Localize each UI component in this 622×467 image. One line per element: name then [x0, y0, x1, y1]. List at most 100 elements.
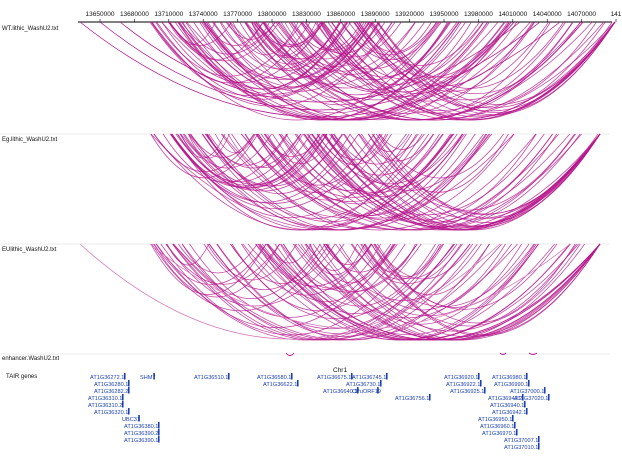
gene-label[interactable]: AT1G36940.2 [488, 396, 522, 402]
gene-label[interactable]: AT1G36380.1 [124, 424, 158, 430]
gene-model [527, 380, 530, 387]
interaction-arc [335, 243, 601, 338]
gene-label[interactable]: AT1G36756.1 [395, 396, 429, 402]
gene-label[interactable]: AT1G36640.1 [323, 389, 357, 395]
gene-model [296, 380, 299, 387]
gene-label[interactable]: AT1G36390.1 [124, 438, 158, 444]
gene-label[interactable]: AT1G36390.2 [124, 431, 158, 437]
gene-label[interactable]: AT1G36950.1 [478, 417, 512, 423]
interaction-arc [327, 21, 485, 80]
interaction-arc [316, 21, 551, 114]
gene-model [525, 373, 528, 380]
gene-label[interactable]: AT1G37010.1 [504, 445, 538, 451]
interaction-arc [156, 21, 375, 100]
interaction-arc [377, 21, 616, 114]
gene-model [385, 373, 388, 380]
gene-label[interactable]: AT1G36272.1 [90, 375, 124, 381]
interaction-arc [312, 133, 601, 231]
gene-label[interactable]: CPuORF19 [352, 389, 381, 395]
interaction-arc [206, 133, 327, 187]
gene-label[interactable]: AT1G36970.1 [482, 431, 516, 437]
gene-label[interactable]: AT1G36990.1 [494, 382, 528, 388]
interaction-arc [170, 133, 375, 204]
interaction-arc [205, 133, 302, 169]
gene-label[interactable]: AT1G36745.1 [352, 375, 386, 381]
interaction-arc [207, 21, 381, 88]
gene-label[interactable]: AT1G37007.1 [504, 438, 538, 444]
interaction-arc [225, 21, 276, 40]
interaction-arc [229, 21, 593, 121]
interaction-track-eg[interactable]: Eg.lithic_WashU2.txt [0, 133, 610, 245]
interaction-arc [331, 21, 606, 119]
interaction-arc [201, 133, 430, 219]
gene-label[interactable]: AT1G36280.1 [94, 382, 128, 388]
interaction-arc [161, 21, 325, 83]
interaction-arc [367, 133, 509, 193]
interaction-arc [205, 21, 264, 46]
gene-model [513, 422, 516, 429]
gene-label[interactable]: AT1G36980.1 [492, 375, 526, 381]
track-label-genes: TAIR genes [6, 374, 37, 380]
gene-label[interactable]: SHM7 [140, 375, 156, 381]
gene-label[interactable]: AT1G36510.1 [194, 375, 228, 381]
gene-label[interactable]: AT1G36960.1 [480, 424, 514, 430]
gene-track[interactable]: TAIR genes Chr1 AT1G36272.1 SHM7 AT1G36280… [6, 367, 550, 451]
interaction-arcs-eu [79, 243, 601, 341]
interaction-arc [319, 21, 448, 78]
ruler-tick-label: 13710000 [154, 11, 183, 18]
gene-label[interactable]: AT1G36320.1 [94, 410, 128, 416]
gene-label[interactable]: AT1G36942.1 [492, 410, 526, 416]
gene-label[interactable]: AT1G36622.1 [263, 382, 297, 388]
gene-label[interactable]: AT1G36925.1 [450, 389, 484, 395]
gene-model [547, 394, 550, 401]
interaction-arc [344, 133, 601, 231]
ruler-tick-label: 13800000 [258, 11, 287, 18]
interaction-arc [241, 243, 372, 296]
gene-label[interactable]: AT1G36922.1 [446, 382, 480, 388]
gene-label[interactable]: AT1G37020.1 [514, 396, 548, 402]
gene-label[interactable]: AT1G36940.1 [490, 403, 524, 409]
interaction-arc [173, 243, 518, 341]
interaction-arc [166, 243, 210, 266]
gene-model [537, 436, 540, 443]
gene-label[interactable]: UBC31 [122, 417, 140, 423]
interaction-arc [160, 243, 422, 336]
enhancer-track[interactable]: enhancer.WashU2.txt [2, 352, 538, 362]
gene-label[interactable]: AT1G36310.2 [88, 403, 122, 409]
gene-label[interactable]: AT1G36310.1 [88, 396, 122, 402]
interaction-arc [326, 243, 578, 332]
interaction-track-eu[interactable]: EUlithic_WashU2.txt [0, 243, 610, 355]
ruler-tick-label: 13740000 [189, 11, 218, 18]
interaction-arc [356, 21, 432, 53]
gene-label[interactable]: AT1G36920.1 [444, 375, 478, 381]
interaction-arc [256, 133, 381, 186]
interaction-arc [323, 243, 373, 265]
interaction-arc [260, 133, 324, 157]
gene-model [121, 401, 124, 408]
interaction-arc [319, 21, 472, 86]
gene-model [537, 443, 540, 450]
interaction-arc [227, 133, 304, 168]
interaction-arc [245, 21, 451, 101]
interaction-arc [257, 133, 444, 202]
interaction-arc [267, 133, 334, 164]
gene-label[interactable]: AT1G36675.1 [317, 375, 351, 381]
interaction-arc [256, 21, 349, 60]
ruler-tick-label: 13770000 [223, 11, 252, 18]
ruler-tick-label: 14040000 [533, 11, 562, 18]
gene-model [477, 373, 480, 380]
interaction-arc [171, 133, 407, 218]
interaction-arc [255, 243, 372, 287]
interaction-arc [340, 21, 441, 60]
gene-model [356, 387, 359, 394]
gene-label[interactable]: AT1G36282.2 [94, 389, 128, 395]
interaction-arc [301, 21, 505, 93]
gene-label[interactable]: AT1G37000.1 [510, 389, 544, 395]
interaction-arc [332, 133, 487, 191]
interaction-arcs-wt [79, 21, 616, 121]
gene-label[interactable]: AT1G36730.1 [346, 382, 380, 388]
interaction-arc [363, 243, 416, 272]
gene-label[interactable]: AT1G36580.1 [257, 375, 291, 381]
interaction-track-wt[interactable]: WT.lithic_WashU2.txt [0, 21, 616, 135]
